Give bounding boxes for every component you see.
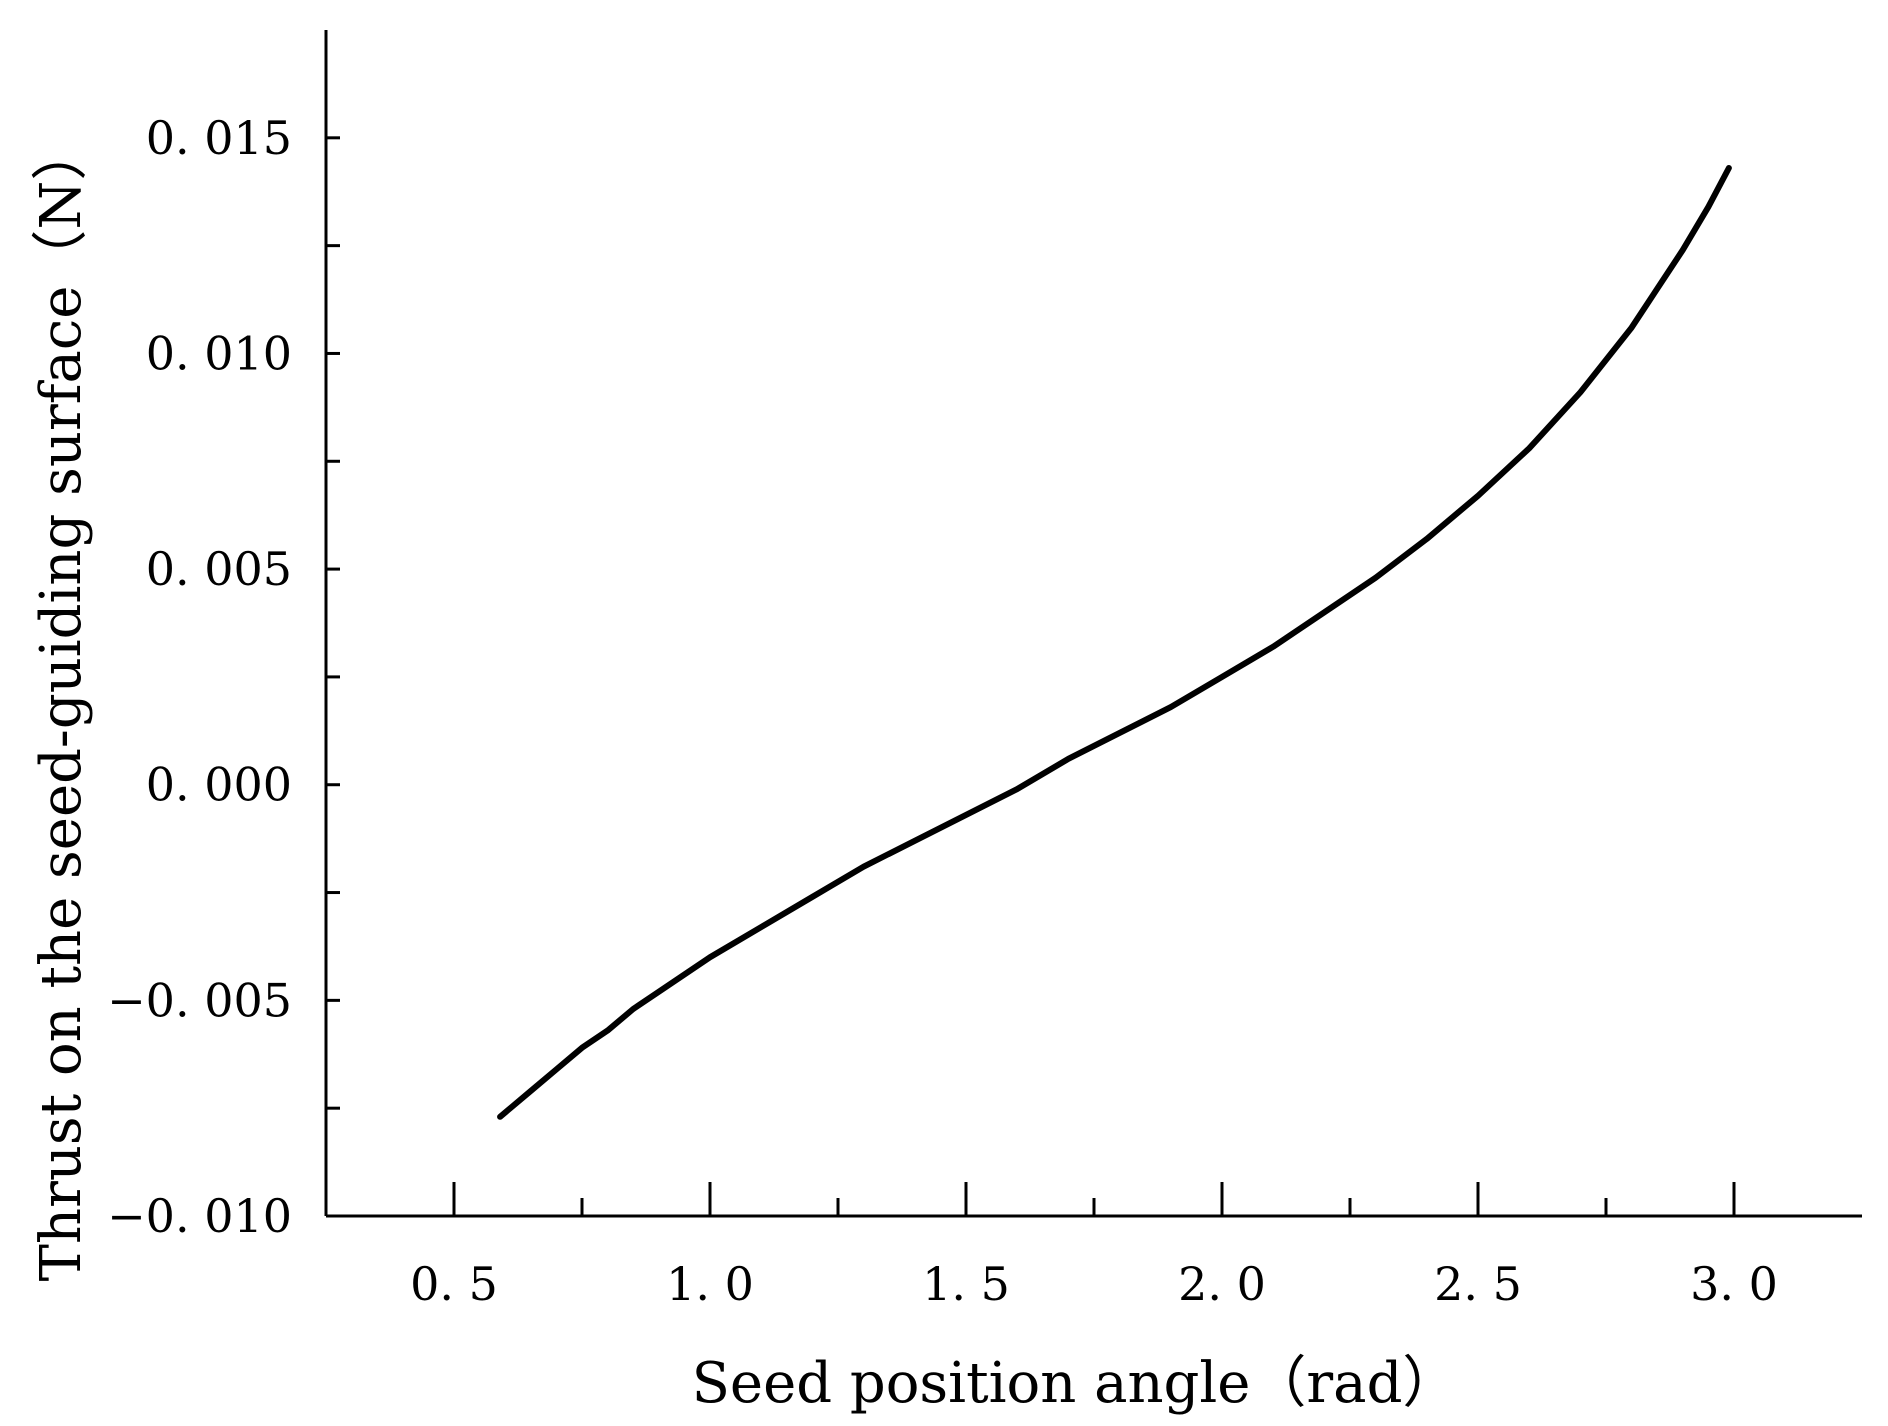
plot-area: [497, 165, 1732, 1120]
y-tick-label: 0. 000: [146, 758, 292, 812]
axis-ticks: [326, 136, 1736, 1218]
series-line: [497, 165, 1732, 1120]
x-tick-label: 1. 0: [666, 1257, 754, 1311]
y-tick-label: −0. 010: [107, 1189, 292, 1243]
y-tick-label: −0. 005: [107, 973, 292, 1027]
y-tick-label: 0. 010: [146, 326, 292, 380]
x-tick-label: 1. 5: [922, 1257, 1010, 1311]
tick-labels: −0. 010 −0. 005 0. 000 0. 005 0. 010 0. 015 0.…: [107, 111, 1778, 1311]
y-tick-label: 0. 005: [146, 542, 292, 596]
axes: [324, 30, 1862, 1218]
x-tick-label: 2. 5: [1434, 1257, 1522, 1311]
x-tick-label: 0. 5: [410, 1257, 498, 1311]
y-axis-title: Thrust on the seed-guiding surface（N）: [29, 125, 94, 1282]
x-tick-label: 3. 0: [1690, 1257, 1778, 1311]
x-axis-title: Seed position angle（rad）: [692, 1351, 1459, 1416]
y-tick-label: 0. 015: [146, 111, 292, 165]
x-tick-label: 2. 0: [1178, 1257, 1266, 1311]
